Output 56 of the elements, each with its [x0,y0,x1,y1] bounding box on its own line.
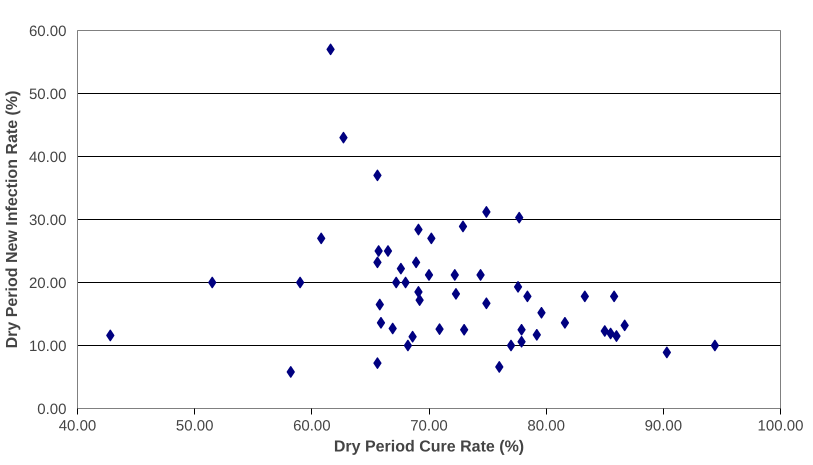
point [401,276,410,288]
point [396,262,406,275]
x-tick-label: 80.00 [527,418,565,434]
y-tick-label: 30.00 [28,212,67,229]
x-axis-title: Dry Period Cure Rate (%) [334,438,524,456]
point [424,268,434,281]
point [523,290,532,302]
point [710,340,720,352]
x-tick-label: 90.00 [644,418,682,434]
x-tick-label: 60.00 [293,418,331,434]
point [427,232,436,244]
point [460,324,468,336]
y-tick-label: 10.00 [28,338,67,355]
point [373,256,382,268]
point [412,256,420,268]
point [404,340,412,352]
point [414,224,423,236]
point [476,268,485,281]
point [514,280,522,293]
point [414,286,423,298]
point [435,323,444,336]
point [376,316,386,329]
point [506,340,516,352]
point [610,290,618,302]
x-tick-label: 100.00 [758,418,804,434]
point [208,276,216,288]
point [408,330,417,343]
point [537,306,546,319]
point [612,330,621,342]
point [482,297,491,310]
point [560,316,570,329]
y-axis-title: Dry Period New Infection Rate (%) [4,90,21,348]
point [326,43,335,56]
point [373,357,382,370]
x-tick-label: 70.00 [410,418,448,434]
point [339,132,348,144]
y-tick-label: 50.00 [28,86,67,103]
point [374,245,383,257]
x-tick-label: 40.00 [58,418,96,434]
point [606,328,615,340]
y-tick-label: 0.00 [37,401,67,418]
point [373,169,382,182]
point [517,336,526,348]
point [458,220,468,232]
y-tick-label: 40.00 [28,149,67,166]
point [452,288,460,300]
point [482,206,491,218]
point [517,324,526,336]
y-tick-label: 60.00 [28,23,67,40]
point [662,346,672,358]
point [296,276,304,288]
point [415,294,424,306]
y-tick-label: 20.00 [28,275,67,292]
point [392,276,400,288]
point [384,245,392,257]
x-tick-label: 50.00 [176,418,214,434]
